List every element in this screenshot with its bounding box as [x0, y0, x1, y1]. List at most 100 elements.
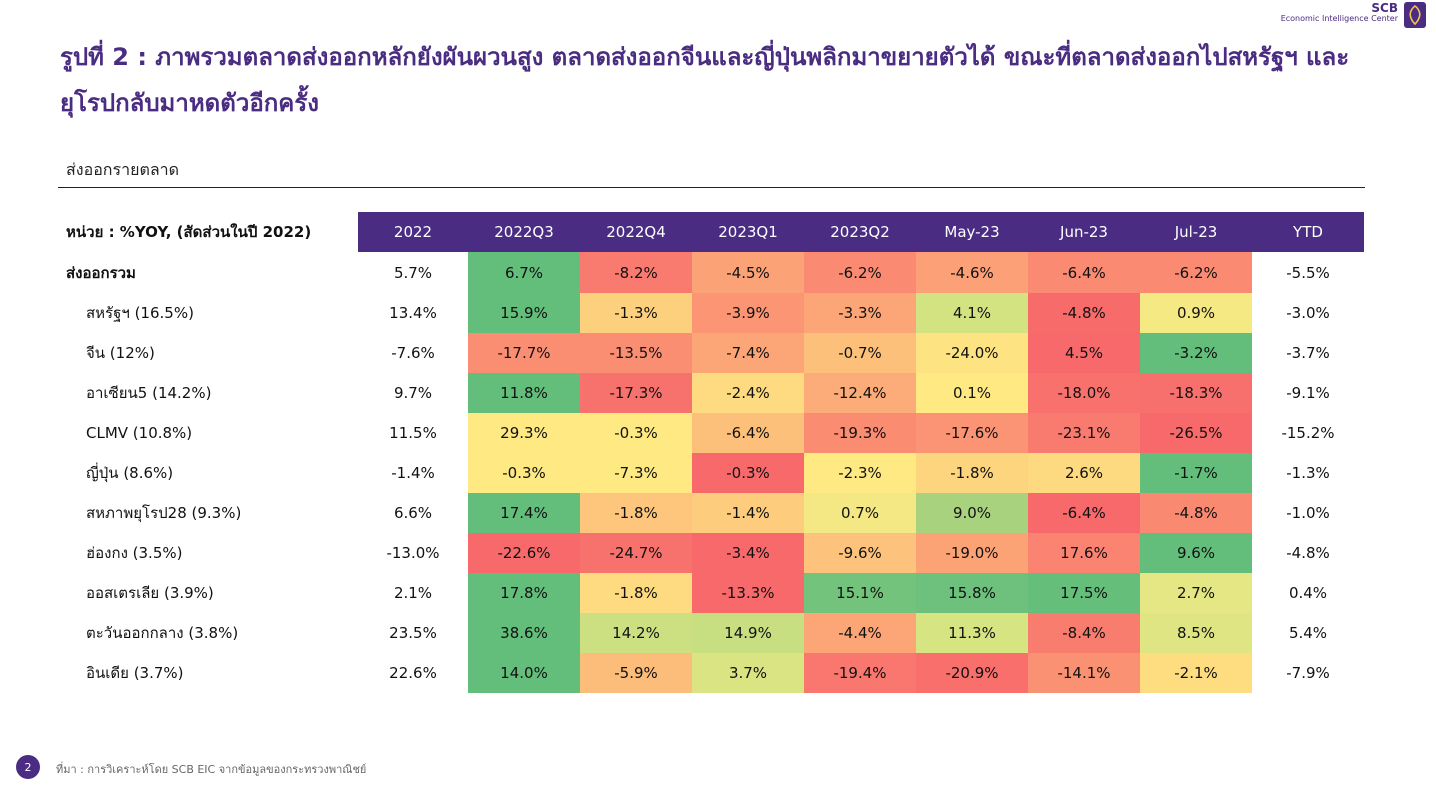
- table-cell: -15.2%: [1281, 424, 1335, 442]
- table-cell: 15.8%: [916, 573, 1028, 613]
- table-cell: 9.6%: [1140, 533, 1252, 573]
- table-cell: 13.4%: [389, 304, 437, 322]
- table-cell: -19.4%: [804, 653, 916, 693]
- table-cell: -4.6%: [916, 252, 1028, 293]
- table-cell: -1.3%: [1286, 464, 1330, 482]
- table-row: ออสเตรเลีย (3.9%) 2.1% 17.8% -1.8% -13.3% 15.…: [58, 573, 1364, 613]
- table-cell: -7.4%: [692, 333, 804, 373]
- column-header: 2022Q4: [580, 212, 692, 252]
- table-cell: 29.3%: [468, 413, 580, 453]
- table-cell: -8.4%: [1028, 613, 1140, 653]
- table-cell: -1.4%: [391, 464, 435, 482]
- column-header: Jul-23: [1140, 212, 1252, 252]
- column-header: YTD: [1252, 212, 1364, 252]
- table-cell: -14.1%: [1028, 653, 1140, 693]
- source-note: ที่มา : การวิเคราะห์โดย SCB EIC จากข้อมู…: [56, 763, 367, 776]
- table-row: อาเซียน5 (14.2%) 9.7% 11.8% -17.3% -2.4% -12.…: [58, 373, 1364, 413]
- table-cell: 14.0%: [468, 653, 580, 693]
- table-cell: 4.1%: [916, 293, 1028, 333]
- column-header: 2022Q3: [468, 212, 580, 252]
- table-cell: -1.3%: [580, 293, 692, 333]
- table-cell: -4.8%: [1286, 544, 1330, 562]
- table-cell: -9.1%: [1286, 384, 1330, 402]
- export-market-table: หน่วย : %YOY, (สัดส่วนในปี 2022) 2022 202…: [58, 212, 1364, 693]
- table-cell: -20.9%: [916, 653, 1028, 693]
- table-cell: -6.2%: [804, 252, 916, 293]
- table-cell: -7.6%: [391, 344, 435, 362]
- table-cell: -12.4%: [804, 373, 916, 413]
- table-cell: -2.1%: [1140, 653, 1252, 693]
- table-cell: -4.4%: [804, 613, 916, 653]
- row-label: ฮ่องกง (3.5%): [86, 544, 183, 562]
- column-header: 2022: [358, 212, 468, 252]
- table-row: สหรัฐฯ (16.5%) 13.4% 15.9% -1.3% -3.9% -3.3% 4…: [58, 293, 1364, 333]
- table-cell: 2.7%: [1140, 573, 1252, 613]
- table-cell: 0.7%: [804, 493, 916, 533]
- table-cell: -1.8%: [916, 453, 1028, 493]
- column-header: 2023Q1: [692, 212, 804, 252]
- brand-logo: SCB Economic Intelligence Center: [1281, 2, 1426, 28]
- table-cell: -19.0%: [916, 533, 1028, 573]
- table-cell: -0.3%: [692, 453, 804, 493]
- scb-temple-icon: [1404, 2, 1426, 28]
- table-cell: -2.3%: [804, 453, 916, 493]
- table-row: อินเดีย (3.7%) 22.6% 14.0% -5.9% 3.7% -19.4% -…: [58, 653, 1364, 693]
- table-header: หน่วย : %YOY, (สัดส่วนในปี 2022) 2022 202…: [58, 212, 1364, 252]
- table-row: CLMV (10.8%) 11.5% 29.3% -0.3% -6.4% -19.3% -1…: [58, 413, 1364, 453]
- table-cell: -1.8%: [580, 493, 692, 533]
- table-cell: -6.4%: [1028, 493, 1140, 533]
- row-label: ญี่ปุ่น (8.6%): [86, 464, 174, 482]
- row-label: ตะวันออกกลาง (3.8%): [86, 624, 239, 642]
- table-cell: -6.2%: [1140, 252, 1252, 293]
- table-cell: -0.7%: [804, 333, 916, 373]
- table-row: สหภาพยุโรป28 (9.3%) 6.6% 17.4% -1.8% -1.4% 0.…: [58, 493, 1364, 533]
- table-cell: 11.5%: [389, 424, 437, 442]
- row-label: อินเดีย (3.7%): [86, 664, 184, 682]
- table-cell: -3.4%: [692, 533, 804, 573]
- table-cell: -17.7%: [468, 333, 580, 373]
- page-number: 2: [16, 755, 40, 779]
- table-cell: -19.3%: [804, 413, 916, 453]
- table-cell: 15.9%: [468, 293, 580, 333]
- table-cell: 0.1%: [916, 373, 1028, 413]
- table-cell: -0.3%: [580, 413, 692, 453]
- row-label: สหภาพยุโรป28 (9.3%): [86, 504, 242, 522]
- row-label: สหรัฐฯ (16.5%): [86, 304, 194, 322]
- divider: [58, 187, 1365, 188]
- section-subtitle: ส่งออกรายตลาด: [66, 160, 180, 179]
- table-cell: -9.6%: [804, 533, 916, 573]
- table-cell: -26.5%: [1140, 413, 1252, 453]
- table-cell: 0.9%: [1140, 293, 1252, 333]
- table-cell: -13.3%: [692, 573, 804, 613]
- table-cell: 8.5%: [1140, 613, 1252, 653]
- table-cell: -8.2%: [580, 252, 692, 293]
- table-cell: 2.6%: [1028, 453, 1140, 493]
- table-cell: 14.2%: [580, 613, 692, 653]
- table-cell: -17.6%: [916, 413, 1028, 453]
- table-cell: -7.3%: [580, 453, 692, 493]
- row-label: ออสเตรเลีย (3.9%): [86, 584, 214, 602]
- page-title: รูปที่ 2 : ภาพรวมตลาดส่งออกหลักยังผันผวน…: [60, 43, 1350, 117]
- table-cell: 11.8%: [468, 373, 580, 413]
- table-cell: -3.3%: [804, 293, 916, 333]
- table-row: ญี่ปุ่น (8.6%) -1.4% -0.3% -7.3% -0.3% -2.3% -…: [58, 453, 1364, 493]
- table-cell: 11.3%: [916, 613, 1028, 653]
- row-label: CLMV (10.8%): [86, 424, 193, 442]
- table-cell: -6.4%: [1028, 252, 1140, 293]
- table-cell: 6.7%: [468, 252, 580, 293]
- brand-subtitle: Economic Intelligence Center: [1280, 14, 1398, 23]
- table-cell: 23.5%: [389, 624, 437, 642]
- table-cell: -24.7%: [580, 533, 692, 573]
- table-cell: 2.1%: [393, 584, 433, 602]
- table-cell: 5.7%: [393, 263, 433, 282]
- table-cell: -24.0%: [916, 333, 1028, 373]
- table-cell: -23.1%: [1028, 413, 1140, 453]
- table-cell: -5.9%: [580, 653, 692, 693]
- table-cell: -2.4%: [692, 373, 804, 413]
- column-header: 2023Q2: [804, 212, 916, 252]
- row-label: ส่งออกรวม: [66, 263, 136, 282]
- table-cell: -3.0%: [1286, 304, 1330, 322]
- table-cell: -4.8%: [1028, 293, 1140, 333]
- table-cell: -22.6%: [468, 533, 580, 573]
- row-label: อาเซียน5 (14.2%): [86, 384, 212, 402]
